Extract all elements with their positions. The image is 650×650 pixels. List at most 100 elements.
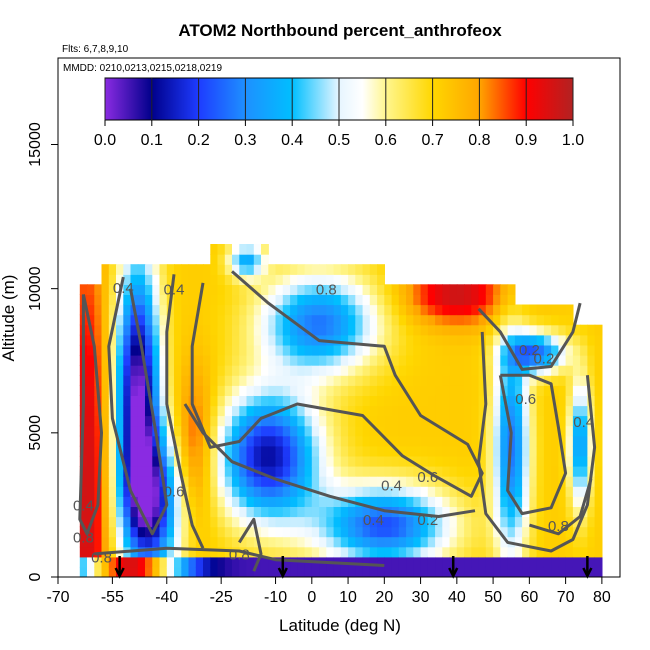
heatmap-cell: [246, 415, 255, 427]
heatmap-cell: [427, 435, 436, 447]
heatmap-cell: [108, 304, 117, 316]
heatmap-cell: [116, 455, 124, 467]
contour-label: 0.8: [316, 281, 337, 298]
heatmap-cell: [507, 496, 516, 507]
heatmap-cell: [297, 445, 306, 457]
heatmap-cell: [398, 395, 407, 407]
heatmap-cell: [268, 334, 277, 346]
heatmap-cell: [435, 385, 443, 396]
heatmap-cell: [522, 445, 530, 457]
heatmap-cell: [377, 536, 385, 548]
heatmap-cell: [326, 546, 335, 558]
heatmap-cell: [239, 324, 248, 336]
heatmap-cell: [224, 385, 233, 396]
heatmap-cell: [572, 375, 581, 386]
heatmap-cell: [551, 566, 559, 577]
heatmap-cell: [108, 526, 117, 538]
heatmap-cell: [297, 425, 306, 437]
heatmap-cell: [87, 415, 95, 427]
heatmap-cell: [493, 526, 501, 538]
heatmap-cell: [123, 294, 132, 306]
heatmap-cell: [413, 455, 422, 467]
heatmap-cell: [101, 466, 110, 477]
heatmap-cell: [565, 506, 574, 518]
heatmap-cell: [413, 546, 422, 558]
heatmap-cell: [101, 506, 110, 518]
heatmap-cell: [464, 455, 472, 467]
heatmap-cell: [195, 324, 204, 336]
heatmap-cell: [442, 314, 451, 326]
heatmap-cell: [522, 466, 530, 477]
heatmap-cell: [282, 365, 291, 376]
heatmap-cell: [449, 425, 458, 437]
heatmap-cell: [369, 365, 378, 376]
heatmap-cell: [456, 334, 465, 346]
heatmap-cell: [304, 304, 313, 316]
heatmap-cell: [580, 355, 588, 366]
heatmap-cell: [311, 264, 320, 275]
heatmap-cell: [464, 395, 472, 407]
heatmap-cell: [565, 405, 574, 417]
heatmap-cell: [536, 546, 545, 558]
heatmap-cell: [166, 506, 175, 518]
heatmap-cell: [456, 476, 465, 487]
heatmap-cell: [413, 516, 422, 528]
heatmap-cell: [377, 445, 385, 457]
heatmap-cell: [311, 284, 320, 295]
heatmap-cell: [87, 355, 95, 366]
heatmap-cell: [210, 486, 219, 497]
heatmap-cell: [485, 334, 494, 346]
heatmap-cell: [340, 355, 349, 366]
heatmap-cell: [217, 466, 226, 477]
heatmap-cell: [246, 496, 255, 507]
heatmap-cell: [290, 264, 298, 275]
heatmap-cell: [174, 314, 182, 326]
contour-label: 0.4: [363, 512, 384, 529]
heatmap-cell: [239, 294, 248, 306]
contour-labels: 0.4 0.40.60.80.80.40.80.40.20.40.60.80.20…: [73, 280, 594, 567]
heatmap-cell: [311, 365, 320, 376]
heatmap-cell: [340, 546, 349, 558]
heatmap-cell: [79, 445, 88, 457]
heatmap-cell: [369, 355, 378, 366]
heatmap-cell: [261, 284, 269, 295]
heatmap-cell: [246, 274, 255, 285]
heatmap-cell: [384, 556, 393, 568]
heatmap-cell: [137, 546, 146, 558]
heatmap-cell: [507, 284, 516, 295]
heatmap-cell: [435, 355, 443, 366]
heatmap-cell: [493, 284, 501, 295]
heatmap-cell: [304, 445, 313, 457]
heatmap-cell: [268, 355, 277, 366]
heatmap-cell: [268, 274, 277, 285]
heatmap-cell: [217, 516, 226, 528]
heatmap-cell: [275, 355, 284, 366]
heatmap-cell: [500, 496, 509, 507]
heatmap-cell: [449, 526, 458, 538]
heatmap-cell: [232, 314, 240, 326]
heatmap-cell: [572, 566, 581, 577]
heatmap-cell: [282, 324, 291, 336]
heatmap-cell: [282, 405, 291, 417]
heatmap-cell: [478, 385, 487, 396]
heatmap-cell: [391, 324, 400, 336]
heatmap-cell: [246, 344, 255, 356]
heatmap-cell: [203, 476, 211, 487]
heatmap-cell: [384, 546, 393, 558]
heatmap-cell: [224, 445, 233, 457]
heatmap-cell: [203, 355, 211, 366]
heatmap-cell: [319, 385, 327, 396]
heatmap-cell: [253, 425, 262, 437]
heatmap-cell: [188, 546, 197, 558]
heatmap-cell: [587, 556, 596, 568]
heatmap-cell: [268, 516, 277, 528]
heatmap-cell: [246, 395, 255, 407]
heatmap-cell: [333, 294, 342, 306]
heatmap-cell: [391, 294, 400, 306]
heatmap-cell: [500, 556, 509, 568]
heatmap-cell: [116, 405, 124, 417]
heatmap-cell: [195, 556, 204, 568]
x-tick-label: -10: [264, 589, 287, 606]
heatmap-cell: [485, 556, 494, 568]
heatmap-cell: [253, 334, 262, 346]
